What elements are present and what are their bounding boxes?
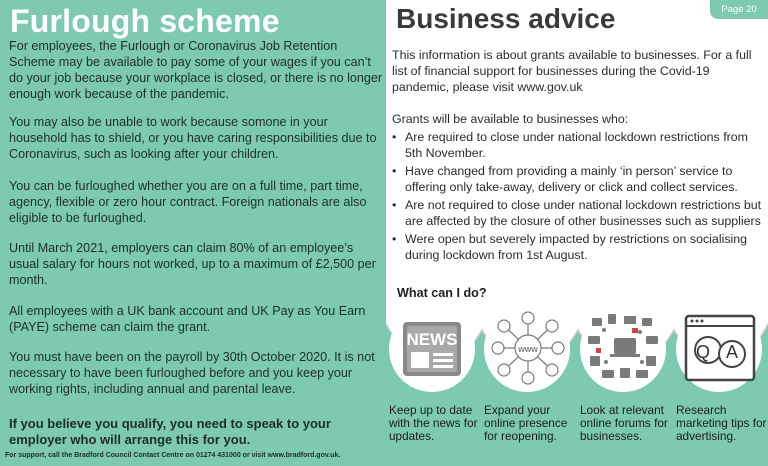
- forums-icon: [588, 314, 658, 378]
- support-footer: For support, call the Bradford Council C…: [5, 452, 341, 459]
- online-presence-card: www Expand your online presence for reop…: [482, 306, 572, 443]
- qa-caption: Research marketing tips for advertising.: [676, 403, 767, 443]
- news-card: NEWS Keep up to date with the news for u…: [387, 306, 478, 443]
- furlough-title: Furlough scheme: [10, 3, 280, 39]
- furlough-paragraph-6: You must have been on the payroll by 30t…: [9, 350, 375, 396]
- qa-icon: Q A: [684, 314, 756, 382]
- network-icon: www: [491, 311, 565, 385]
- furlough-paragraph-4: Until March 2021, employers can claim 80…: [9, 241, 376, 287]
- grants-list-item: Are not required to close under national…: [392, 197, 768, 229]
- grants-list-item: Are required to close under national loc…: [392, 129, 768, 161]
- grants-list: Are required to close under national loc…: [392, 129, 768, 265]
- grants-list-item: Were open but severely impacted by restr…: [392, 231, 768, 263]
- forums-caption: Look at relevant online forums for busin…: [580, 403, 668, 443]
- online-presence-caption: Expand your online presence for reopenin…: [484, 403, 568, 443]
- furlough-bold-note: If you believe you qualify, you need to …: [9, 416, 331, 447]
- furlough-paragraph-5: All employees with a UK bank account and…: [9, 304, 366, 334]
- business-intro: This information is about grants availab…: [392, 48, 752, 94]
- svg-text:Q A: Q A: [696, 342, 744, 362]
- what-can-i-do-cards: NEWS Keep up to date with the news for u…: [386, 306, 768, 466]
- what-can-i-do-heading: What can I do?: [397, 286, 487, 300]
- furlough-paragraph-2: You may also be unable to work because s…: [9, 115, 377, 161]
- furlough-paragraph-1: For employees, the Furlough or Coronavir…: [9, 39, 383, 101]
- svg-text:NEWS: NEWS: [407, 330, 458, 349]
- grants-list-item: Have changed from providing a mainly ‘in…: [392, 163, 768, 195]
- news-card-caption: Keep up to date with the news for update…: [389, 403, 478, 443]
- news-icon: NEWS: [403, 322, 461, 376]
- page-number-tab: Page 20: [710, 0, 768, 19]
- grants-heading: Grants will be available to businesses w…: [392, 112, 629, 126]
- furlough-panel: Furlough scheme For employees, the Furlo…: [0, 0, 386, 466]
- forums-card: Look at relevant online forums for busin…: [578, 306, 668, 443]
- svg-text:www: www: [517, 344, 538, 354]
- furlough-paragraph-3: You can be furloughed whether you are on…: [9, 179, 367, 225]
- qa-card: Q A Research marketing tips for advertis…: [674, 306, 766, 443]
- business-advice-title: Business advice: [396, 3, 616, 34]
